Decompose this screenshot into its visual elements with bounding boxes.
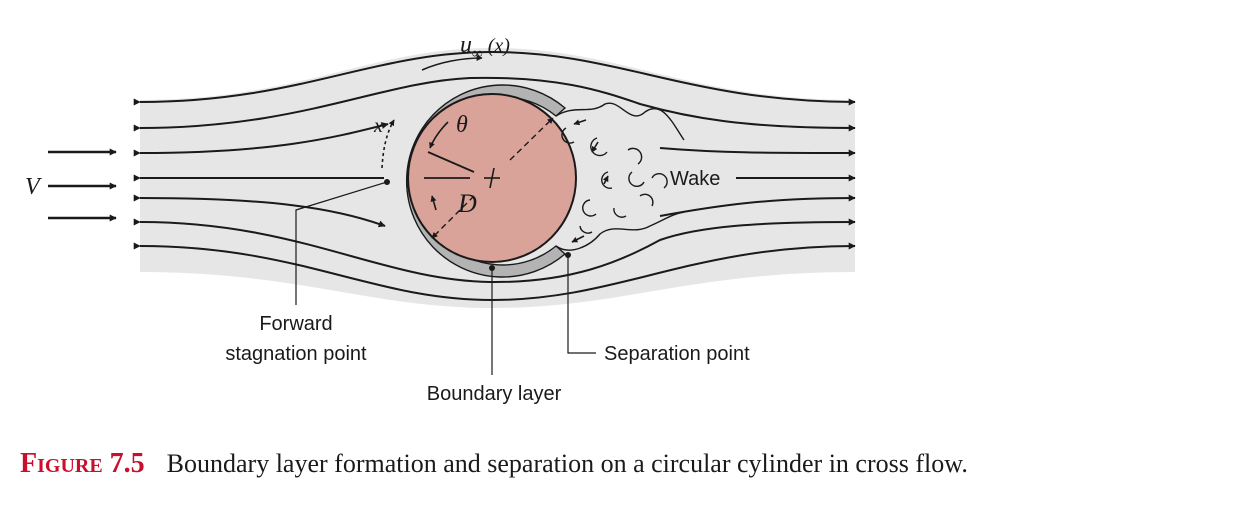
eddy (613, 207, 627, 218)
eddy (639, 193, 654, 207)
separation-arrow-2 (591, 141, 599, 153)
wake-eddies (561, 127, 668, 234)
wake-label: Wake (670, 168, 720, 190)
local-velocity-label: u∞ (x) (460, 32, 510, 62)
x-coordinate-label: x (373, 115, 383, 137)
figure-caption-text: Boundary layer formation and separation … (167, 449, 968, 478)
eddy (561, 127, 575, 144)
eddy (601, 171, 613, 189)
streamline-3b (659, 147, 856, 157)
separation-arrow-bottom (571, 235, 585, 243)
streamline-3 (133, 122, 389, 157)
theta-arc (429, 121, 449, 149)
diameter-label: D (457, 189, 477, 218)
forward-stagnation-leader (295, 181, 388, 305)
wake-upper-boundary (555, 102, 685, 141)
boundary-layer-label: Boundary layer (427, 383, 562, 405)
streamline-1 (133, 50, 856, 106)
diameter-line-upper (509, 117, 554, 161)
separation-point-label: Separation point (604, 343, 750, 365)
forward-stagnation-label-line2: stagnation point (225, 343, 367, 365)
eddy (651, 172, 668, 189)
local-velocity-arrow (421, 55, 483, 71)
theta-label: θ (456, 112, 468, 138)
eddy (628, 171, 645, 188)
diameter-arrow-inner (430, 195, 437, 211)
forward-stagnation-label-line1: Forward (259, 313, 332, 335)
wake-lower-boundary (555, 211, 685, 251)
separation-arrow-top (573, 119, 587, 126)
theta-radius-line (427, 151, 475, 173)
eddy (579, 225, 593, 234)
eddy (582, 199, 597, 217)
center-mark-v (489, 167, 495, 189)
x-coordinate-arrow (381, 119, 395, 169)
eddy (627, 147, 643, 165)
figure-caption-label: Figure 7.5 (20, 448, 145, 479)
streamline-2 (133, 76, 856, 132)
separation-point-leader (567, 255, 596, 354)
separation-arrow-3 (602, 175, 609, 185)
figure-caption: Figure 7.5 Boundary layer formation and s… (20, 448, 968, 479)
free-stream-velocity-label: V (25, 174, 42, 200)
